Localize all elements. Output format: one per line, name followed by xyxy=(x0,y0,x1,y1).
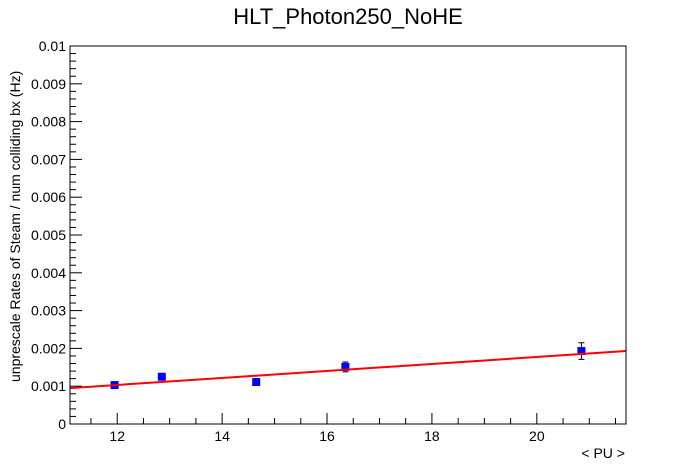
y-axis-title: unprescale Rates of Steam / num collidin… xyxy=(7,71,23,382)
x-tick-label: 14 xyxy=(214,428,230,444)
y-tick-label: 0 xyxy=(58,416,66,432)
y-tick-label: 0.008 xyxy=(31,114,66,130)
x-tick-label: 20 xyxy=(529,428,545,444)
y-tick-label: 0.005 xyxy=(31,227,66,243)
x-axis-title: < PU > xyxy=(581,445,625,461)
x-tick-label: 18 xyxy=(424,428,440,444)
data-point xyxy=(577,347,586,356)
axes: 0 0.001 0.002 0.003 0.004 0.005 0.006 0.007 0.00… xyxy=(31,38,627,444)
data-point xyxy=(252,378,261,387)
fit-line xyxy=(69,350,627,390)
y-tick-label: 0.001 xyxy=(31,378,66,394)
data-point xyxy=(157,372,166,381)
y-tick-label: 0.003 xyxy=(31,303,66,319)
chart-title: HLT_Photon250_NoHE xyxy=(233,4,463,29)
y-tick-label: 0.004 xyxy=(31,265,66,281)
y-tick-label: 0.01 xyxy=(39,38,66,54)
y-tick-label: 0.002 xyxy=(31,340,66,356)
plot-area xyxy=(69,342,627,390)
x-tick-label: 12 xyxy=(109,428,125,444)
data-point xyxy=(341,362,350,371)
y-tick-label: 0.007 xyxy=(31,151,66,167)
x-tick-label: 16 xyxy=(319,428,335,444)
y-tick-label: 0.006 xyxy=(31,189,66,205)
y-tick-label: 0.009 xyxy=(31,76,66,92)
